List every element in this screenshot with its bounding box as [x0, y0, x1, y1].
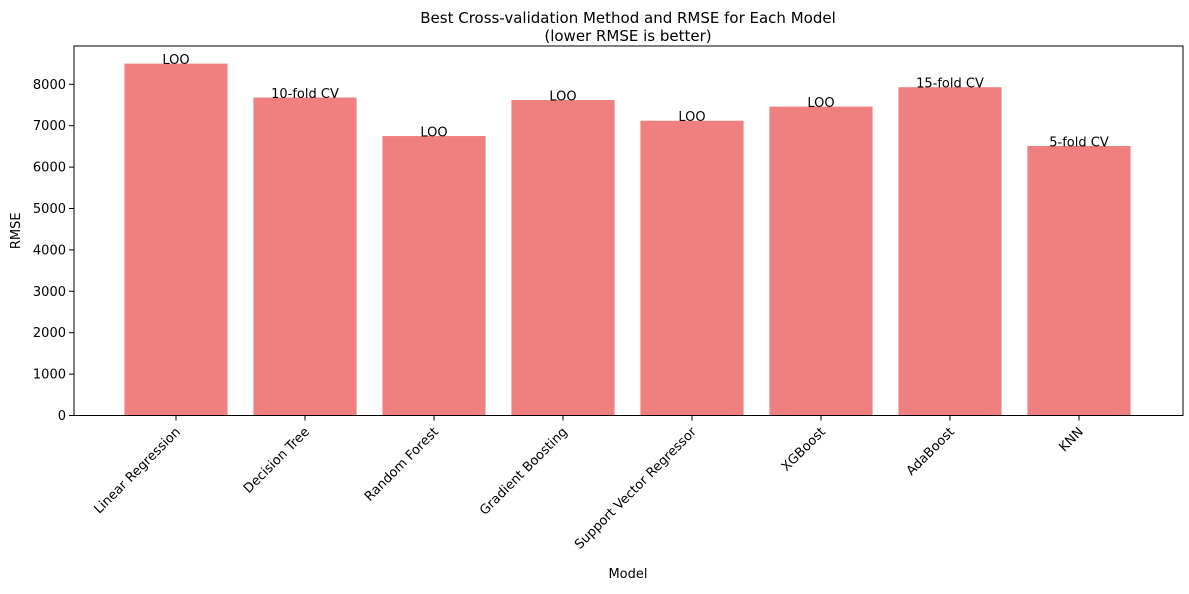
bar-labels-group: LOO 10-fold CV LOO LOO LOO LOO 15-fold CV 5-fol… [162, 53, 1108, 150]
bar [124, 63, 228, 416]
y-tick-label: 4000 [33, 243, 66, 258]
x-tick-label: AdaBoost [904, 425, 958, 479]
x-tick-label: Gradient Boosting [477, 425, 571, 519]
y-tick-label: 1000 [33, 368, 66, 383]
bar [382, 136, 486, 416]
plot-frame [73, 45, 1184, 416]
x-tick-label: XGBoost [779, 425, 829, 475]
x-tick-label: Support Vector Regressor [572, 424, 700, 552]
bar [511, 100, 615, 416]
bar-value-label: LOO [162, 53, 189, 68]
chart-title: Best Cross-validation Method and RMSE fo… [420, 9, 836, 27]
bar [640, 120, 744, 416]
bar-value-label: 5-fold CV [1049, 135, 1109, 150]
bar [1027, 145, 1131, 416]
y-axis-label: RMSE [9, 212, 24, 249]
bar-value-label: LOO [420, 126, 447, 141]
bar-value-label: LOO [807, 96, 834, 111]
y-tick-label: 7000 [33, 119, 66, 134]
y-tick-label: 6000 [33, 161, 66, 176]
y-tick-label: 8000 [33, 78, 66, 93]
bar-value-label: 15-fold CV [916, 77, 984, 92]
bar [898, 87, 1002, 416]
bar [769, 106, 873, 416]
x-tick-label: KNN [1056, 425, 1086, 455]
x-axis-label: Model [608, 567, 647, 582]
x-tick-label: Decision Tree [241, 425, 313, 497]
x-tick-label: Linear Regression [91, 425, 183, 517]
bar-value-label: LOO [549, 90, 576, 105]
bar-value-label: 10-fold CV [271, 87, 339, 102]
bar-value-label: LOO [678, 110, 705, 125]
chart-subtitle: (lower RMSE is better) [544, 27, 711, 45]
bar [253, 97, 357, 416]
bars-group [124, 63, 1131, 416]
y-tick-label: 3000 [33, 285, 66, 300]
y-tick-label: 2000 [33, 326, 66, 341]
y-axis: 0 1000 2000 3000 4000 5000 6000 7000 8000 [33, 78, 74, 424]
x-axis: Linear Regression Decision Tree Random For… [91, 415, 1087, 552]
y-tick-label: 0 [58, 409, 66, 424]
y-tick-label: 5000 [33, 202, 66, 217]
x-tick-label: Random Forest [362, 425, 442, 505]
